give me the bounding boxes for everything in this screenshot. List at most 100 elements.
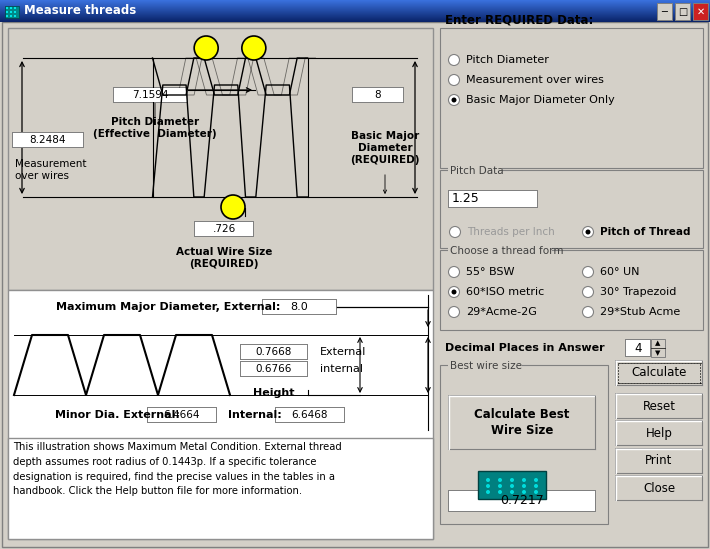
Text: Decimal Places in Answer: Decimal Places in Answer [445, 343, 605, 353]
FancyBboxPatch shape [615, 393, 703, 419]
FancyBboxPatch shape [353, 88, 403, 102]
Circle shape [10, 15, 12, 17]
Text: Internal:: Internal: [228, 410, 282, 420]
Text: Basic Major
Diameter
(REQUIRED): Basic Major Diameter (REQUIRED) [350, 131, 420, 165]
Text: Choose a thread form: Choose a thread form [450, 246, 564, 256]
FancyBboxPatch shape [148, 408, 216, 422]
FancyBboxPatch shape [275, 407, 345, 423]
Circle shape [486, 478, 490, 482]
Text: ▲: ▲ [655, 340, 661, 346]
FancyBboxPatch shape [448, 246, 552, 256]
Bar [0, 20, 710, 21]
Text: Enter REQUIRED Data:: Enter REQUIRED Data: [445, 14, 594, 26]
Text: 7.1594: 7.1594 [132, 90, 169, 100]
FancyBboxPatch shape [626, 340, 650, 356]
FancyBboxPatch shape [113, 87, 188, 103]
Bar [0, 14, 710, 15]
FancyBboxPatch shape [615, 420, 703, 446]
Text: External: External [320, 347, 366, 357]
Bar [0, 4, 710, 5]
Text: 55° BSW: 55° BSW [466, 267, 515, 277]
Text: 29*Stub Acme: 29*Stub Acme [600, 307, 680, 317]
Bar [0, 9, 710, 10]
Circle shape [6, 15, 8, 17]
Circle shape [582, 287, 594, 298]
Circle shape [522, 478, 526, 482]
Text: Pitch of Thread: Pitch of Thread [600, 227, 691, 237]
FancyBboxPatch shape [440, 170, 703, 248]
FancyBboxPatch shape [693, 3, 708, 20]
Text: 1.25: 1.25 [452, 193, 480, 205]
FancyBboxPatch shape [448, 166, 502, 176]
FancyBboxPatch shape [675, 3, 690, 20]
FancyBboxPatch shape [449, 491, 595, 511]
FancyBboxPatch shape [448, 490, 596, 512]
Circle shape [486, 484, 490, 488]
Circle shape [498, 490, 502, 494]
Circle shape [449, 54, 459, 65]
Circle shape [534, 478, 538, 482]
Text: Measurement over wires: Measurement over wires [466, 75, 604, 85]
FancyBboxPatch shape [440, 365, 608, 524]
Circle shape [14, 15, 16, 17]
Circle shape [498, 478, 502, 482]
FancyBboxPatch shape [616, 421, 702, 445]
FancyBboxPatch shape [263, 300, 336, 314]
FancyBboxPatch shape [8, 290, 433, 539]
Circle shape [242, 36, 266, 60]
Text: 60° UN: 60° UN [600, 267, 640, 277]
Text: 6.4664: 6.4664 [164, 410, 200, 420]
Circle shape [452, 289, 457, 294]
Circle shape [534, 484, 538, 488]
Text: Pitch Diameter: Pitch Diameter [466, 55, 549, 65]
Text: 29*Acme-2G: 29*Acme-2G [466, 307, 537, 317]
Text: 8.2484: 8.2484 [30, 135, 66, 145]
Circle shape [6, 11, 8, 13]
FancyBboxPatch shape [2, 22, 708, 547]
Text: Measurement
over wires: Measurement over wires [15, 159, 87, 181]
Circle shape [449, 94, 459, 105]
Bar [0, 7, 710, 8]
Text: internal: internal [320, 364, 363, 374]
Bar [0, 10, 710, 11]
FancyBboxPatch shape [657, 3, 672, 20]
Bar [0, 5, 710, 6]
FancyBboxPatch shape [478, 471, 546, 499]
Text: Best wire size: Best wire size [450, 361, 522, 371]
Text: 8.0: 8.0 [290, 302, 308, 312]
Text: ✕: ✕ [697, 7, 704, 17]
FancyBboxPatch shape [616, 476, 702, 500]
Text: Measure threads: Measure threads [24, 4, 136, 18]
Text: Help: Help [645, 427, 672, 440]
Text: 0.7217: 0.7217 [500, 495, 544, 507]
Text: Maximum Major Diameter, External:: Maximum Major Diameter, External: [56, 302, 280, 312]
Bar [0, 0, 710, 1]
Bar [0, 18, 710, 19]
Text: 0.7668: 0.7668 [256, 347, 293, 357]
Text: Reset: Reset [643, 400, 675, 412]
FancyBboxPatch shape [448, 190, 538, 208]
Text: 60*ISO metric: 60*ISO metric [466, 287, 545, 297]
Bar [0, 11, 710, 12]
Text: 8: 8 [375, 90, 381, 100]
Text: Height: Height [253, 388, 295, 398]
FancyBboxPatch shape [8, 28, 433, 290]
Text: Print: Print [645, 455, 672, 468]
Circle shape [522, 484, 526, 488]
FancyBboxPatch shape [615, 475, 703, 501]
FancyBboxPatch shape [440, 250, 703, 330]
FancyBboxPatch shape [651, 339, 665, 357]
Circle shape [498, 484, 502, 488]
Circle shape [522, 490, 526, 494]
FancyBboxPatch shape [616, 449, 702, 473]
Circle shape [10, 11, 12, 13]
Circle shape [6, 7, 8, 9]
Circle shape [510, 478, 514, 482]
Text: Calculate Best
Wire Size: Calculate Best Wire Size [474, 408, 569, 436]
FancyBboxPatch shape [241, 362, 307, 376]
FancyBboxPatch shape [194, 221, 254, 237]
Circle shape [510, 490, 514, 494]
Bar [0, 17, 710, 18]
Circle shape [534, 490, 538, 494]
Bar [0, 19, 710, 20]
